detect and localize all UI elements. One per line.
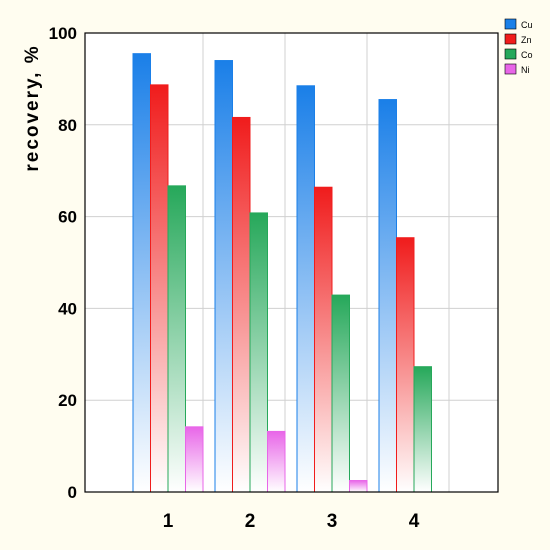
y-tick-label: 80: [58, 116, 77, 135]
bar-co-2: [249, 212, 268, 493]
x-tick-label: 3: [327, 511, 338, 532]
legend-swatch-cu: [504, 18, 517, 30]
bar-cu-2: [214, 60, 233, 493]
y-tick-label: 60: [58, 208, 77, 227]
legend-label-co: Co: [521, 50, 533, 60]
bar-ni-2: [267, 430, 286, 493]
bar-zn-4: [396, 237, 415, 493]
y-axis-label: recovery, %: [22, 44, 43, 171]
y-tick-label: 0: [68, 483, 77, 502]
bar-cu-4: [378, 99, 397, 493]
plot-border: [84, 32, 499, 493]
bar-co-3: [331, 294, 350, 493]
legend-swatch-co: [504, 48, 517, 60]
bar-ni-3: [349, 480, 368, 493]
y-tick-label: 20: [58, 391, 77, 410]
y-tick-labels: 0 20 40 60 80 100: [49, 24, 77, 502]
x-tick-label: 2: [245, 511, 256, 532]
legend-swatch-zn: [504, 33, 517, 45]
bar-co-1: [167, 185, 186, 493]
y-tick-label: 40: [58, 299, 77, 318]
x-tick-label: 4: [409, 511, 420, 532]
x-tick-labels: 1 2 3 4: [163, 511, 420, 532]
bar-zn-1: [150, 84, 169, 493]
y-tick-label: 100: [49, 24, 77, 43]
legend-swatch-ni: [504, 63, 517, 75]
x-tick-label: 1: [163, 511, 174, 532]
legend-label-cu: Cu: [521, 20, 533, 30]
bars: [132, 53, 432, 493]
legend-label-zn: Zn: [521, 35, 532, 45]
legend: Cu Zn Co Ni: [504, 18, 533, 75]
bar-co-4: [413, 366, 432, 493]
bar-ni-1: [185, 426, 204, 493]
legend-label-ni: Ni: [521, 65, 530, 75]
bar-cu-3: [296, 85, 315, 493]
bar-zn-3: [314, 186, 333, 493]
bar-cu-1: [132, 53, 151, 493]
bar-zn-2: [232, 116, 251, 493]
